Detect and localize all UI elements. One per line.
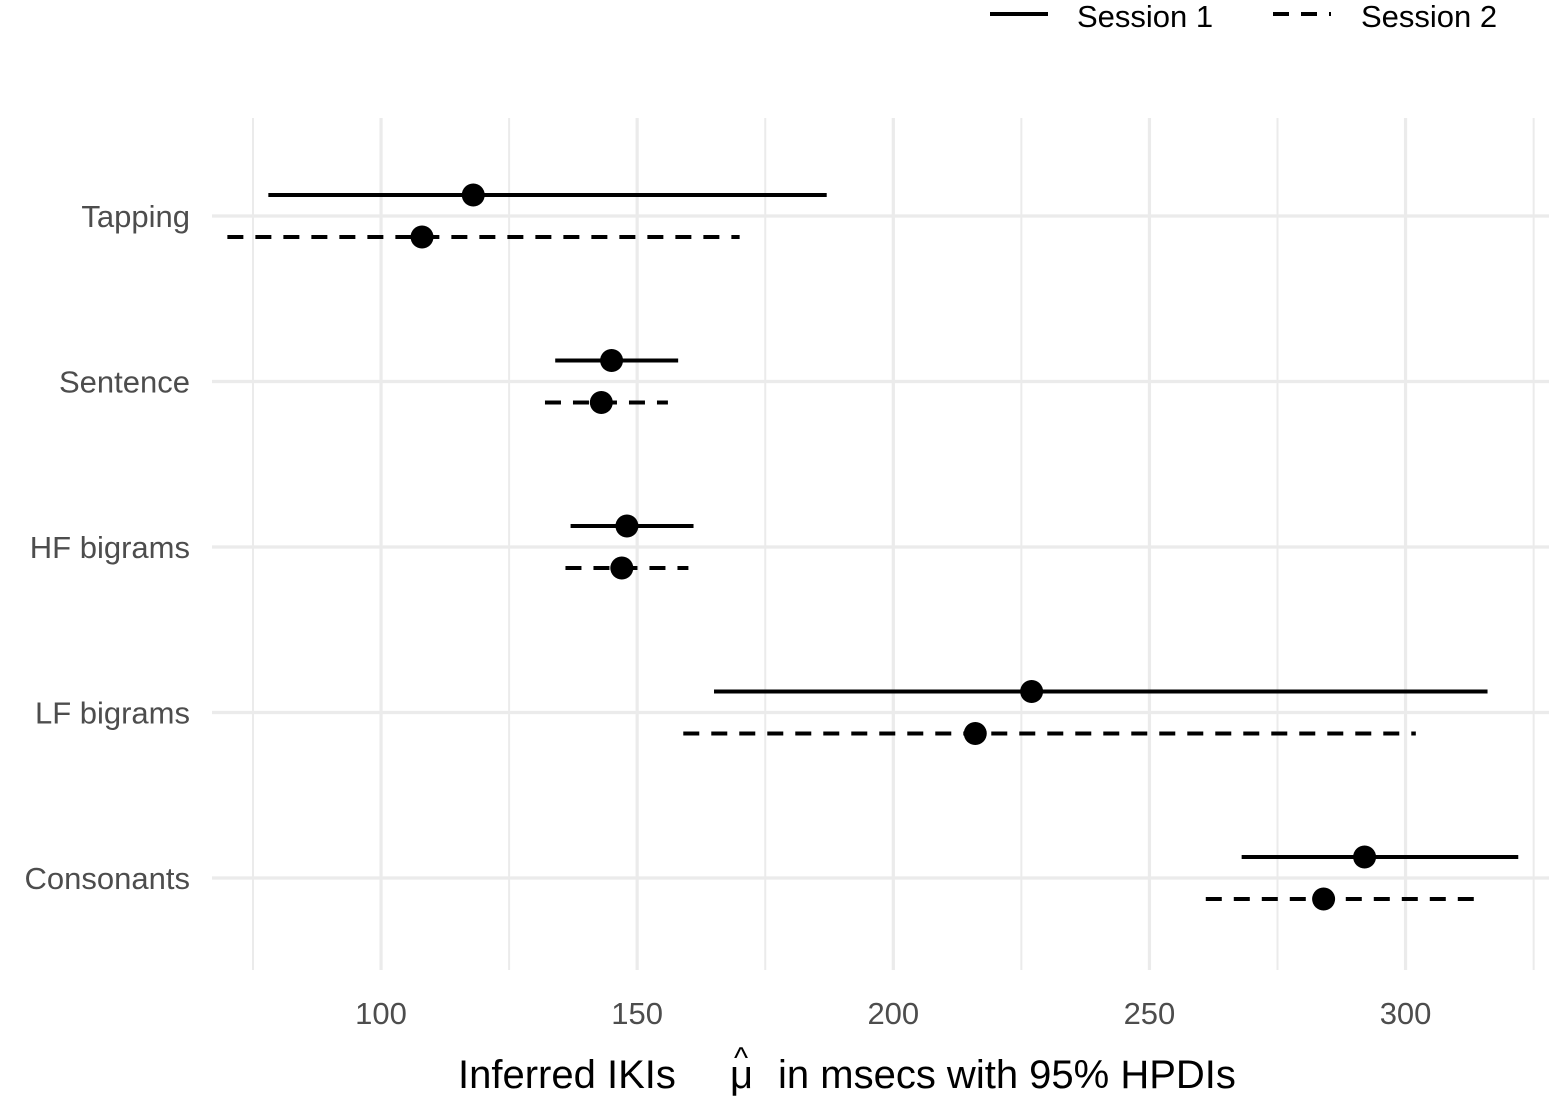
legend-label-session-2: Session 2 [1361, 0, 1497, 34]
x-axis-title-suffix: in msecs with 95% HPDIs [778, 1053, 1236, 1097]
point-estimate-1 [615, 514, 639, 538]
point-estimate-2 [963, 722, 987, 745]
y-tick-label: HF bigrams [30, 530, 190, 565]
x-axis-title-symbol: μ [730, 1053, 753, 1097]
y-tick-label: Tapping [81, 199, 190, 234]
point-estimate-1 [1020, 680, 1044, 703]
x-axis-labels: 100 150 200 250 300 [355, 996, 1431, 1031]
legend: Session 1 Session 2 [990, 0, 1497, 34]
x-axis-title-prefix: Inferred IKIs [458, 1053, 676, 1097]
major-gridlines [212, 118, 1549, 970]
y-tick-label: Consonants [25, 861, 190, 896]
x-axis-title-hat: ^ [734, 1042, 748, 1075]
x-tick-label: 250 [1124, 996, 1176, 1031]
point-estimate-1 [461, 183, 485, 207]
legend-label-session-1: Session 1 [1077, 0, 1213, 34]
y-tick-label: Sentence [59, 365, 190, 400]
point-estimate-2 [410, 225, 434, 249]
y-axis-labels: Tapping Sentence HF bigrams LF bigrams Conso… [25, 199, 190, 896]
point-estimate-2 [610, 556, 634, 580]
minor-gridlines [251, 118, 1535, 970]
y-tick-label: LF bigrams [35, 696, 190, 731]
x-tick-label: 200 [867, 996, 919, 1031]
point-estimate-2 [1312, 887, 1336, 911]
point-estimate-1 [1353, 845, 1377, 869]
point-estimate-1 [600, 349, 624, 372]
x-tick-label: 300 [1380, 996, 1432, 1031]
x-tick-label: 100 [355, 996, 407, 1031]
x-tick-label: 150 [611, 996, 663, 1031]
point-estimate-2 [589, 391, 613, 414]
data-marks [227, 183, 1519, 911]
x-axis-title: Inferred IKIs μ ^ in msecs with 95% HPDI… [458, 1042, 1236, 1097]
